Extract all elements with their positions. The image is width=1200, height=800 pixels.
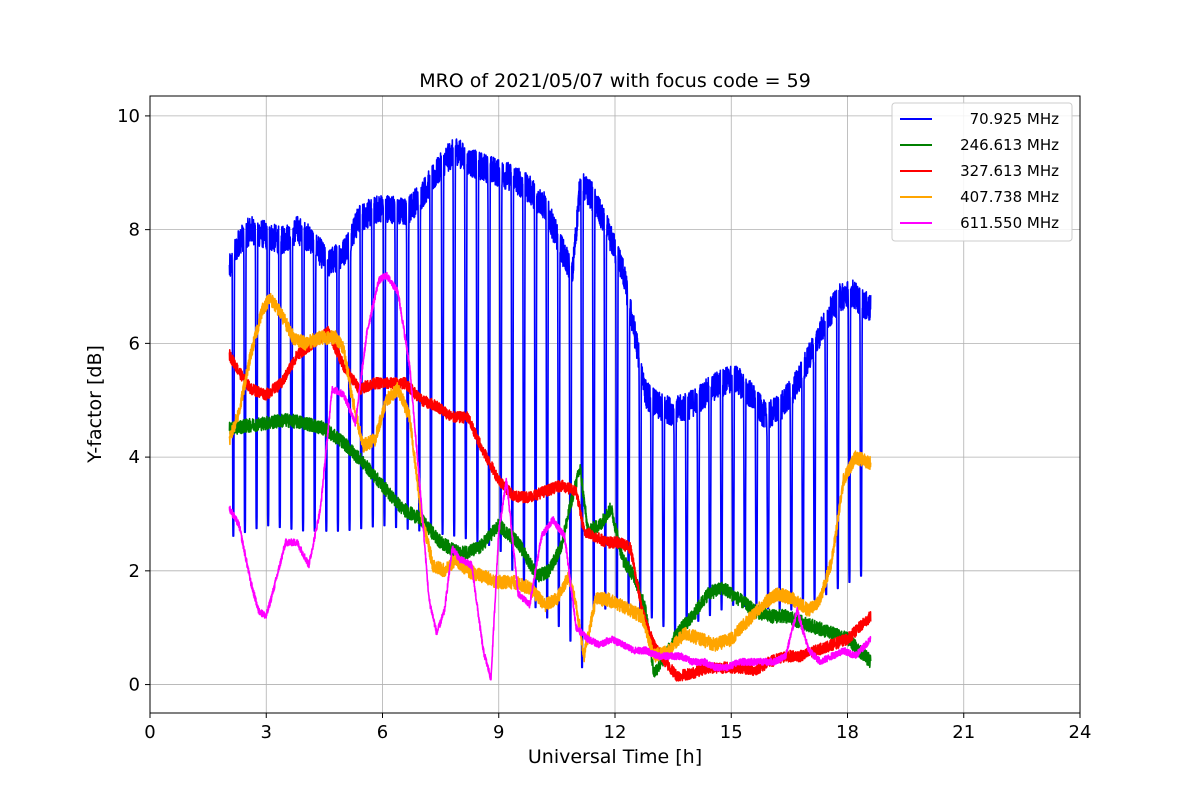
series-line-611-550-mhz: [228, 271, 872, 681]
legend-label: 611.550 MHz: [960, 214, 1059, 232]
x-tick-label: 15: [720, 722, 743, 743]
chart-title: MRO of 2021/05/07 with focus code = 59: [419, 70, 811, 92]
x-tick-label: 21: [952, 722, 975, 743]
y-tick-label: 4: [129, 447, 140, 468]
x-axis-label: Universal Time [h]: [528, 746, 702, 768]
x-tick-label: 3: [261, 722, 272, 743]
y-tick-label: 2: [129, 561, 140, 582]
x-tick-label: 12: [604, 722, 627, 743]
series-line-246-613-mhz: [228, 412, 872, 678]
y-tick-label: 8: [129, 220, 140, 241]
y-tick-label: 0: [129, 675, 140, 696]
legend: 70.925 MHz 246.613 MHz 327.613 MHz 407.738 …: [891, 102, 1073, 242]
series-line-407-738-mhz: [228, 292, 872, 663]
legend-label: 407.738 MHz: [960, 188, 1059, 206]
y-axis-label: Y-factor [dB]: [84, 345, 106, 464]
y-tick-label: 10: [117, 106, 140, 127]
y-tick-label: 6: [129, 333, 140, 354]
series-line-70-925-mhz: [228, 138, 872, 669]
legend-label: 70.925 MHz: [970, 110, 1059, 128]
legend-box: [891, 102, 1073, 242]
x-tick-label: 18: [836, 722, 859, 743]
x-tick-label: 9: [493, 722, 504, 743]
x-tick-label: 6: [377, 722, 388, 743]
legend-label: 327.613 MHz: [960, 162, 1059, 180]
series-line-327-613-mhz: [228, 325, 872, 682]
legend-label: 246.613 MHz: [960, 136, 1059, 154]
x-tick-label: 24: [1069, 722, 1092, 743]
series-layer: [228, 138, 872, 682]
x-tick-label: 0: [144, 722, 155, 743]
